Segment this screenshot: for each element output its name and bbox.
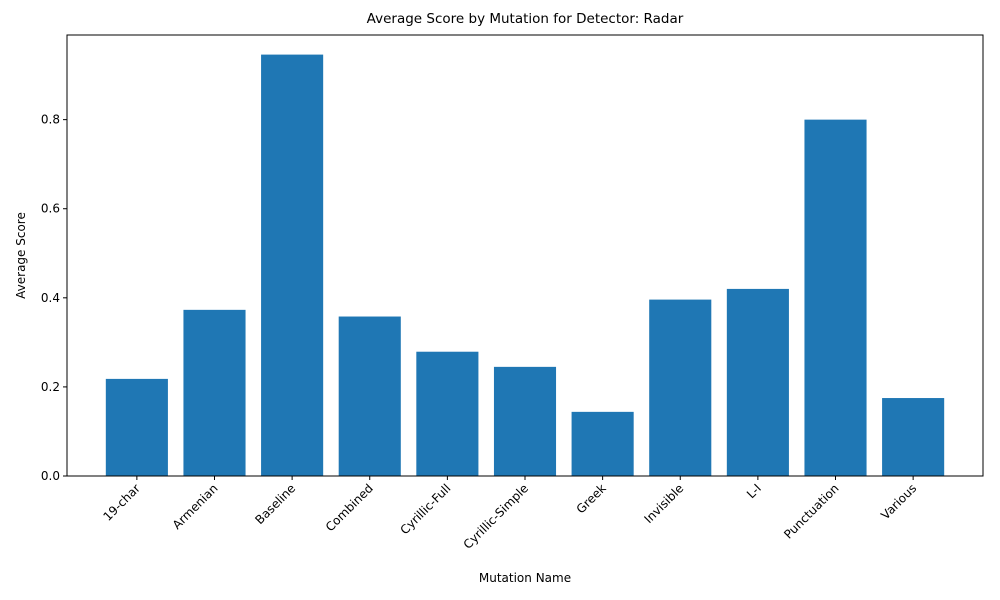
bar-armenian: [183, 309, 246, 476]
y-tick-label: 0.8: [41, 113, 60, 127]
x-tick-label: Cyrillic-Simple: [461, 481, 531, 551]
bar-cyrillic-simple: [493, 366, 557, 476]
x-tick-label: Invisible: [641, 481, 686, 526]
plot-area-frame: [66, 34, 984, 477]
bar-19-char: [105, 378, 168, 476]
bar-baseline: [261, 54, 324, 476]
y-axis-ticks: 0.0 0.2 0.4 0.6 0.8: [41, 113, 67, 483]
x-tick-label: Armenian: [170, 481, 221, 532]
y-tick-label: 0.4: [41, 291, 60, 305]
bar-punctuation: [804, 119, 867, 477]
x-axis-ticks: 19-char Armenian Baseline Combined Cyrillic-…: [100, 476, 919, 552]
x-tick-label: L-I: [744, 481, 764, 501]
bar-invisible: [649, 299, 712, 476]
y-axis-label: Average Score: [14, 212, 28, 299]
bars-group: [105, 54, 945, 477]
x-tick-label: 19-char: [100, 481, 143, 524]
x-tick-label: Greek: [574, 481, 609, 516]
bar-cyrillic-full: [416, 351, 479, 476]
x-tick-label: Combined: [323, 481, 376, 534]
y-tick-label: 0.6: [41, 202, 60, 216]
x-tick-label: Cyrillic-Full: [397, 481, 453, 537]
chart-title: Average Score by Mutation for Detector: …: [367, 11, 684, 27]
y-tick-label: 0.0: [41, 469, 60, 483]
bar-l-i: [726, 288, 789, 476]
bar-various: [882, 398, 945, 476]
y-tick-label: 0.2: [41, 380, 60, 394]
x-tick-label: Punctuation: [781, 481, 841, 541]
bar-greek: [571, 411, 634, 476]
x-tick-label: Baseline: [252, 481, 298, 527]
x-tick-label: Various: [878, 481, 919, 522]
x-axis-label: Mutation Name: [479, 571, 571, 585]
bar-combined: [338, 316, 401, 476]
